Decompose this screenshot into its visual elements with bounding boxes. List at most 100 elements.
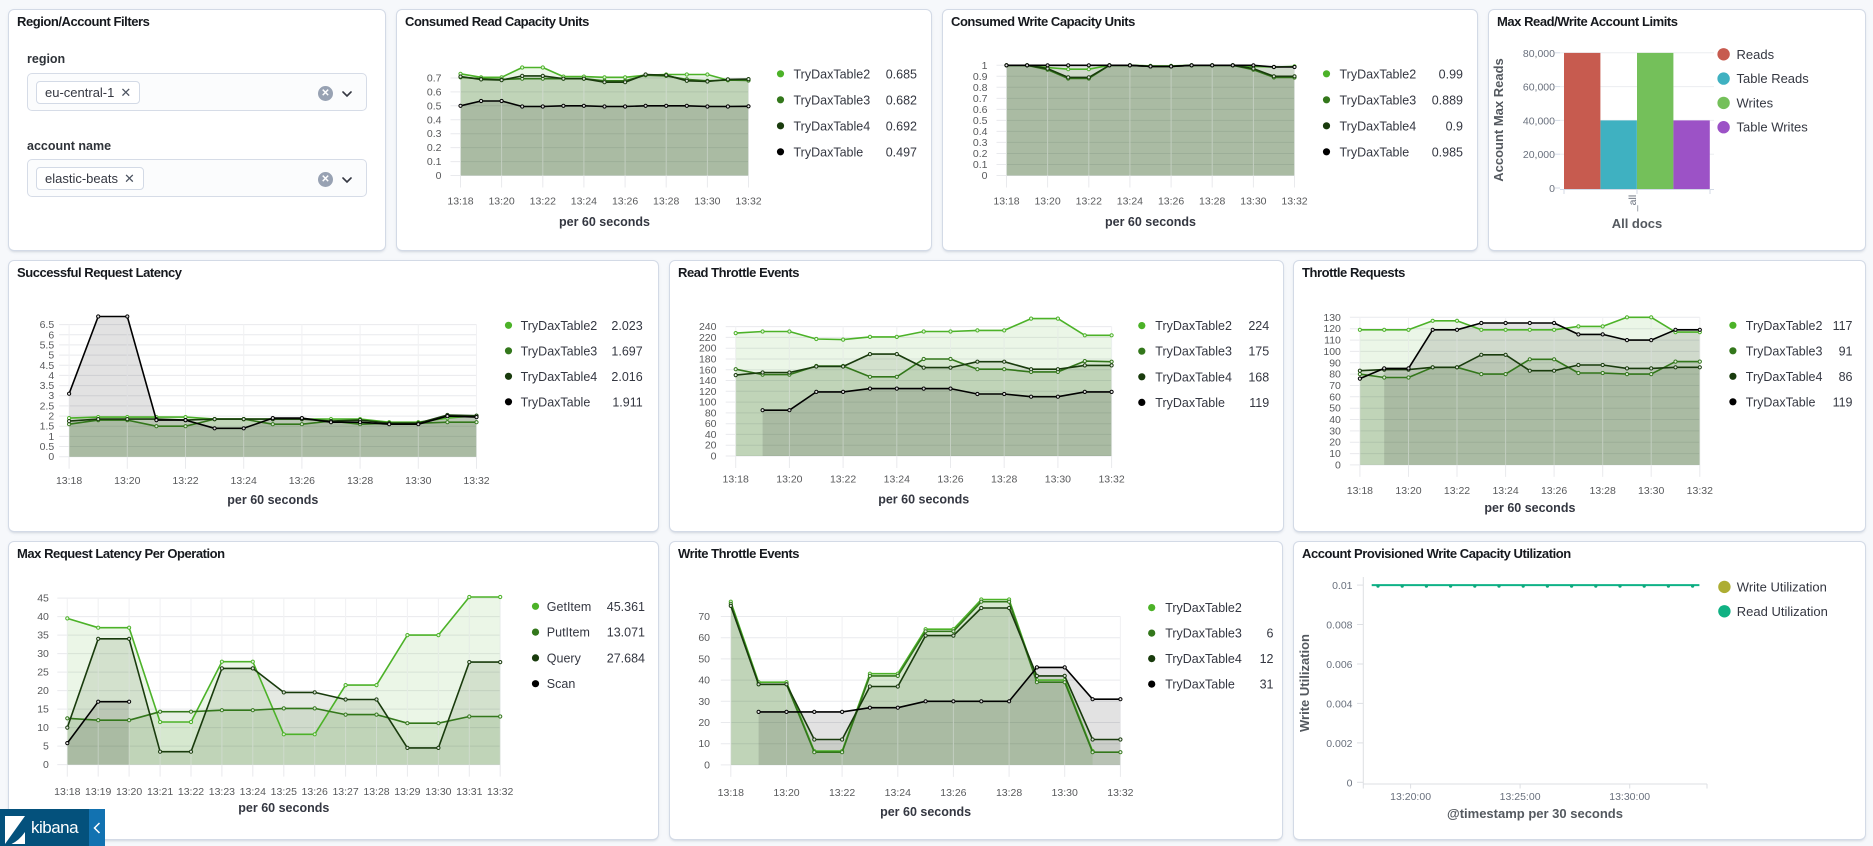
svg-text:4: 4 bbox=[48, 370, 54, 382]
svg-text:70: 70 bbox=[1329, 380, 1341, 392]
svg-text:GetItem: GetItem bbox=[547, 600, 591, 614]
svg-text:60: 60 bbox=[698, 632, 710, 644]
svg-text:per 60 seconds: per 60 seconds bbox=[1484, 501, 1575, 515]
svg-text:110: 110 bbox=[1324, 335, 1341, 347]
svg-text:220: 220 bbox=[699, 332, 717, 344]
svg-text:13:18: 13:18 bbox=[56, 475, 82, 487]
svg-text:0.682: 0.682 bbox=[886, 93, 917, 107]
svg-text:13:26: 13:26 bbox=[612, 196, 638, 208]
svg-text:All docs: All docs bbox=[1612, 216, 1663, 231]
svg-text:13:22: 13:22 bbox=[178, 786, 204, 798]
svg-text:0.4: 0.4 bbox=[427, 114, 442, 126]
svg-text:12: 12 bbox=[1260, 652, 1274, 666]
svg-text:13:30: 13:30 bbox=[425, 786, 451, 798]
svg-text:30: 30 bbox=[1329, 425, 1341, 437]
svg-text:130: 130 bbox=[1323, 312, 1341, 324]
svg-text:0.692: 0.692 bbox=[886, 119, 917, 133]
svg-text:TryDaxTable: TryDaxTable bbox=[521, 395, 591, 409]
svg-text:TryDaxTable4: TryDaxTable4 bbox=[794, 119, 871, 133]
svg-text:TryDaxTable2: TryDaxTable2 bbox=[521, 319, 598, 333]
svg-text:80: 80 bbox=[1329, 369, 1341, 381]
svg-text:200: 200 bbox=[699, 343, 717, 355]
svg-text:120: 120 bbox=[1323, 323, 1341, 335]
svg-text:2.5: 2.5 bbox=[40, 400, 55, 412]
svg-text:13:18: 13:18 bbox=[718, 787, 744, 799]
svg-text:40: 40 bbox=[1329, 414, 1341, 426]
svg-text:180: 180 bbox=[699, 354, 717, 366]
svg-text:40: 40 bbox=[705, 429, 717, 441]
svg-text:20,000: 20,000 bbox=[1523, 149, 1555, 161]
svg-text:Scan: Scan bbox=[547, 677, 576, 691]
svg-text:0.004: 0.004 bbox=[1326, 698, 1352, 710]
svg-text:13:20: 13:20 bbox=[488, 196, 514, 208]
svg-text:1.697: 1.697 bbox=[611, 344, 642, 358]
svg-text:91: 91 bbox=[1839, 344, 1853, 358]
svg-text:Write Utilization: Write Utilization bbox=[1737, 579, 1827, 594]
svg-text:TryDaxTable3: TryDaxTable3 bbox=[794, 93, 871, 107]
svg-text:13:32: 13:32 bbox=[1687, 485, 1713, 497]
svg-text:13:28: 13:28 bbox=[1590, 485, 1616, 497]
svg-text:0.889: 0.889 bbox=[1432, 93, 1463, 107]
svg-text:13:22: 13:22 bbox=[1444, 485, 1470, 497]
svg-text:10: 10 bbox=[37, 722, 49, 734]
svg-text:13:24: 13:24 bbox=[231, 475, 257, 487]
svg-text:13:18: 13:18 bbox=[447, 196, 473, 208]
svg-text:80: 80 bbox=[705, 407, 717, 419]
svg-text:13:26: 13:26 bbox=[289, 475, 315, 487]
svg-text:60: 60 bbox=[1329, 391, 1341, 403]
svg-text:2.016: 2.016 bbox=[611, 370, 642, 384]
svg-text:13:19: 13:19 bbox=[85, 786, 111, 798]
svg-text:0.006: 0.006 bbox=[1326, 659, 1352, 671]
svg-text:20: 20 bbox=[698, 717, 710, 729]
svg-text:0: 0 bbox=[1335, 459, 1341, 471]
svg-text:0.5: 0.5 bbox=[427, 100, 442, 112]
svg-text:224: 224 bbox=[1248, 319, 1269, 333]
svg-text:1: 1 bbox=[48, 431, 54, 443]
svg-text:0.8: 0.8 bbox=[973, 82, 988, 94]
svg-text:0.4: 0.4 bbox=[973, 126, 988, 138]
svg-text:1.911: 1.911 bbox=[612, 395, 642, 409]
svg-text:0.5: 0.5 bbox=[973, 115, 988, 127]
svg-text:Read Utilization: Read Utilization bbox=[1737, 604, 1828, 619]
svg-text:13:24: 13:24 bbox=[884, 474, 910, 486]
svg-text:Table Writes: Table Writes bbox=[1737, 120, 1809, 135]
svg-text:13:18: 13:18 bbox=[723, 474, 749, 486]
svg-text:per 60 seconds: per 60 seconds bbox=[1105, 215, 1196, 229]
svg-text:TryDaxTable2: TryDaxTable2 bbox=[1165, 601, 1242, 615]
svg-text:Query: Query bbox=[547, 651, 582, 665]
svg-text:TryDaxTable4: TryDaxTable4 bbox=[1155, 370, 1232, 384]
svg-text:TryDaxTable4: TryDaxTable4 bbox=[1746, 370, 1823, 384]
svg-text:13:28: 13:28 bbox=[996, 787, 1022, 799]
svg-text:117: 117 bbox=[1833, 319, 1853, 333]
svg-text:0.3: 0.3 bbox=[973, 137, 988, 149]
svg-text:PutItem: PutItem bbox=[547, 626, 590, 640]
svg-text:TryDaxTable4: TryDaxTable4 bbox=[1340, 119, 1417, 133]
svg-text:13:28: 13:28 bbox=[1199, 196, 1225, 208]
svg-text:13:30: 13:30 bbox=[1045, 474, 1071, 486]
svg-text:0: 0 bbox=[436, 170, 442, 182]
svg-text:4.5: 4.5 bbox=[40, 360, 55, 372]
svg-text:40: 40 bbox=[37, 611, 49, 623]
svg-text:TryDaxTable: TryDaxTable bbox=[1340, 145, 1410, 159]
svg-text:1.5: 1.5 bbox=[40, 421, 55, 433]
svg-text:30: 30 bbox=[698, 696, 710, 708]
svg-text:0.008: 0.008 bbox=[1326, 620, 1352, 632]
svg-text:13:30: 13:30 bbox=[405, 475, 431, 487]
svg-text:10: 10 bbox=[698, 738, 710, 750]
svg-text:13:26: 13:26 bbox=[1541, 485, 1567, 497]
svg-text:13:31: 13:31 bbox=[456, 786, 482, 798]
svg-text:13:32: 13:32 bbox=[735, 196, 761, 208]
svg-text:13:28: 13:28 bbox=[991, 474, 1017, 486]
svg-text:13:18: 13:18 bbox=[54, 786, 80, 798]
svg-text:13.071: 13.071 bbox=[607, 626, 645, 640]
svg-text:13:25: 13:25 bbox=[271, 786, 297, 798]
svg-text:TryDaxTable: TryDaxTable bbox=[1155, 396, 1225, 410]
svg-text:5: 5 bbox=[48, 350, 54, 362]
svg-text:TryDaxTable4: TryDaxTable4 bbox=[521, 370, 598, 384]
svg-text:3: 3 bbox=[48, 390, 54, 402]
svg-text:0.1: 0.1 bbox=[973, 159, 988, 171]
svg-text:13:20: 13:20 bbox=[776, 474, 802, 486]
svg-text:100: 100 bbox=[699, 397, 717, 409]
svg-text:90: 90 bbox=[1329, 357, 1341, 369]
svg-text:35: 35 bbox=[37, 630, 49, 642]
